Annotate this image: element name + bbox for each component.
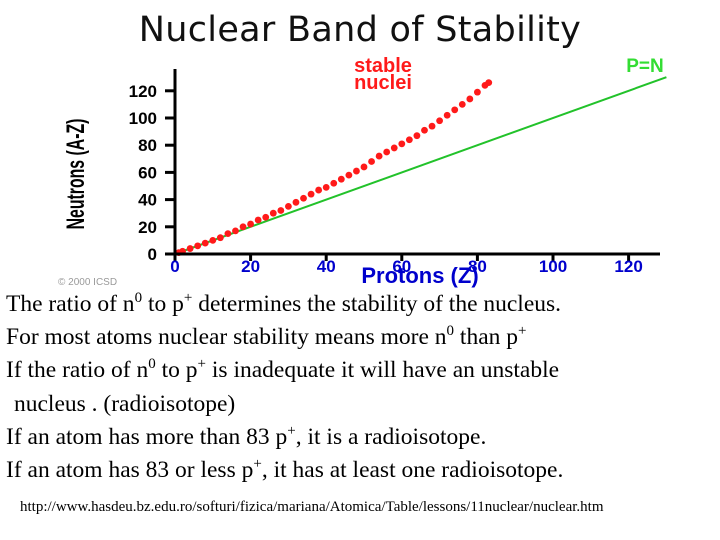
y-tick-label: 100 [129,109,157,128]
stable-nucleus-point [247,220,255,228]
stable-nucleus-point [232,227,239,235]
stable-nucleus-point [254,216,262,224]
x-tick-label: 20 [241,257,260,276]
copyright-label: © 2000 ICSD [58,277,117,288]
stable-nucleus-point [216,234,224,242]
stable-nucleus-point [345,171,353,179]
x-tick-label: 80 [468,257,487,276]
y-tick-label: 0 [148,245,157,264]
stable-nucleus-point [330,179,338,187]
stable-nucleus-point [474,88,481,96]
stable-nucleus-point [405,136,413,144]
stable-nuclei-label: stable [354,56,412,77]
text-line-4: nucleus . (radioisotope) [14,390,236,417]
stable-nucleus-point [262,213,270,221]
y-axis-title: Neutrons (A-Z) [62,119,90,230]
stable-nucleus-point [368,158,375,165]
stable-nucleus-point [383,148,391,156]
y-tick-label: 40 [138,191,157,210]
stable-nucleus-point [224,230,232,238]
stable-nucleus-point [360,163,368,171]
stable-nucleus-point [390,144,398,152]
source-link[interactable]: http://www.hasdeu.bz.edu.ro/softuri/fizi… [20,499,604,515]
stable-nucleus-point [285,203,292,210]
stable-nucleus-point [458,101,466,108]
stable-nucleus-point [398,140,406,148]
text-line-2: For most atoms nuclear stability means m… [6,323,527,351]
stable-nucleus-point [239,223,247,231]
stable-nucleus-point [300,194,307,202]
stable-nucleus-point [315,186,323,194]
stable-nucleus-point [436,117,443,125]
stable-nucleus-point [421,126,428,134]
text-line-6: If an atom has 83 or less p+, it has at … [6,456,564,484]
stable-nucleus-point [194,242,202,250]
stable-nuclei-label-line-2: nuclei [354,72,412,94]
text-line-1: The ratio of n0 to p+ determines the sta… [6,290,562,318]
stable-nucleus-point [186,245,194,252]
x-tick-label: 60 [392,257,411,276]
x-tick-label: 0 [170,257,179,276]
stable-nucleus-point [353,167,360,175]
stable-nucleus-point [292,198,300,206]
stable-nucleus-point [466,95,474,103]
stable-nucleus-point [443,111,451,119]
body-text: The ratio of n0 to p+ determines the sta… [6,288,714,487]
stable-nucleus-point [451,106,459,114]
y-tick-label: 60 [138,163,157,182]
x-tick-label: 120 [614,257,642,276]
stable-nucleus-point [209,237,217,244]
stable-nucleus-point [201,239,209,247]
band-of-stability-chart: 0 20 40 60 80 100 120 0 20 40 60 80 100 120 Neutrons… [58,56,667,288]
y-tick-label: 20 [138,218,157,237]
stable-nucleus-point [375,152,383,160]
p-equals-n-line [174,76,667,255]
y-tick-label: 80 [138,136,157,155]
x-tick-label: 100 [539,257,567,276]
stable-nucleus-point [413,132,421,140]
slide-title: Nuclear Band of Stability [138,10,582,50]
stable-nucleus-point [485,79,493,87]
y-tick-label: 120 [129,82,157,101]
stable-nucleus-point [337,175,345,183]
stable-nucleus-point [428,122,436,130]
x-axis-title: Protons (Z) [361,263,478,288]
stable-nucleus-point [307,190,315,198]
text-line-3: If the ratio of n0 to p+ is inadequate i… [6,356,560,384]
stable-nucleus-point [322,183,330,191]
stable-nucleus-point [269,209,277,217]
p-equals-n-label: P=N [626,56,664,77]
stable-nucleus-point [277,207,285,214]
text-line-5: If an atom has more than 83 p+, it is a … [6,422,487,450]
x-tick-label: 40 [317,257,336,276]
